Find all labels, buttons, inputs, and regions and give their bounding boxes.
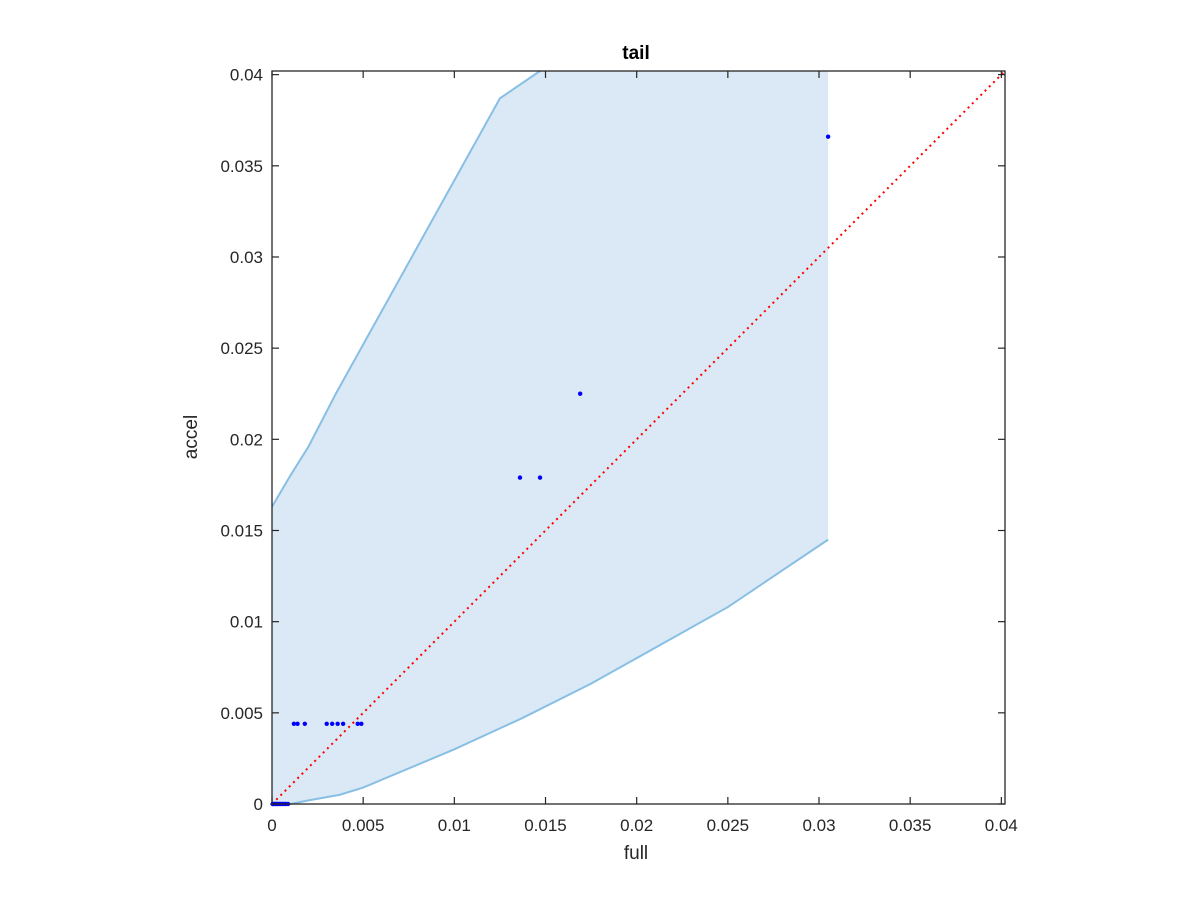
band-lower-edge	[272, 538, 829, 805]
y-axis-ticks: 0 0.005 0.01 0.015 0.02 0.025 0.03 0.035 0.04	[220, 66, 1005, 814]
plot-frame	[271, 70, 1006, 805]
y-axis-label: accel	[181, 415, 202, 459]
y-tick-label: 0.015	[220, 521, 263, 540]
x-tick-label: 0.025	[707, 816, 750, 835]
data-point	[295, 721, 300, 726]
data-point	[302, 721, 308, 726]
data-point	[329, 721, 335, 726]
x-tick-label: 0.015	[524, 816, 567, 835]
data-point	[324, 721, 329, 726]
data-point	[291, 721, 297, 726]
band-fill	[272, 71, 829, 804]
data-point	[537, 475, 543, 480]
data-point	[340, 721, 346, 726]
y-tick-label: 0.02	[230, 430, 263, 449]
x-tick-label: 0.005	[342, 816, 385, 835]
x-tick-label: 0.04	[985, 816, 1018, 835]
x-axis-label: full	[624, 843, 648, 864]
chart-title: tail	[622, 43, 649, 64]
x-tick-label: 0.01	[438, 816, 471, 835]
x-tick-label: 0.03	[802, 816, 835, 835]
y-tick-label: 0.035	[220, 157, 263, 176]
data-point	[359, 721, 364, 726]
data-point	[577, 391, 583, 396]
data-point	[355, 721, 360, 726]
x-tick-label: 0.035	[889, 816, 932, 835]
x-axis-ticks: 0 0.005 0.01 0.015 0.02 0.025 0.03 0.035 0.04	[267, 71, 1018, 835]
y-tick-label: 0	[254, 795, 263, 814]
y-tick-label: 0.03	[230, 248, 263, 267]
band-upper-edge	[271, 70, 541, 508]
y-tick-label: 0.005	[220, 704, 263, 723]
x-tick-label: 0	[267, 816, 276, 835]
data-point	[825, 134, 831, 139]
confidence-band	[271, 70, 829, 805]
y-tick-label: 0.01	[230, 613, 263, 632]
data-point	[335, 721, 340, 726]
y-tick-label: 0.04	[230, 66, 263, 85]
y-tick-label: 0.025	[220, 339, 263, 358]
axes-box	[271, 70, 1006, 805]
data-point	[517, 475, 523, 480]
x-tick-label: 0.02	[620, 816, 653, 835]
